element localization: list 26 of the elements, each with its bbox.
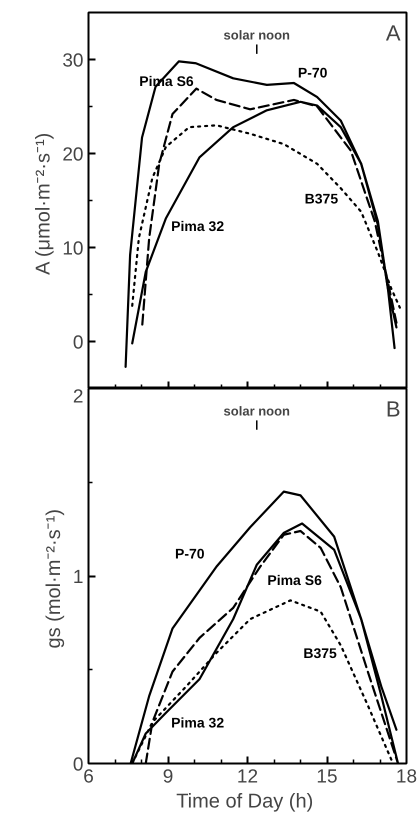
x-tick-label: 6 xyxy=(83,766,94,788)
series-label: B375 xyxy=(304,190,338,207)
ref-line-label: solar noon xyxy=(224,27,290,42)
y-tick-label: 2 xyxy=(72,386,84,408)
x-tick-label: 18 xyxy=(396,766,418,788)
series-label: Pima 32 xyxy=(171,714,224,730)
x-axis-title: Time of Day (h) xyxy=(176,790,314,812)
x-tick-label: 12 xyxy=(236,766,258,788)
annotation: A xyxy=(386,20,401,46)
series-label: P-70 xyxy=(175,546,205,562)
ref-line-label: solar noon xyxy=(224,403,290,418)
series-label: Pima S6 xyxy=(267,572,322,588)
y-axis-title: A (μmol·m⁻²·s⁻¹) xyxy=(32,132,54,275)
series-label: B375 xyxy=(303,644,338,661)
y-tick-label: 30 xyxy=(62,50,84,72)
y-tick-label: 0 xyxy=(72,754,84,776)
y-tick-label: 10 xyxy=(62,238,84,260)
y-tick-label: 20 xyxy=(62,144,84,166)
x-tick-label: 15 xyxy=(316,766,338,788)
x-tick-label: 9 xyxy=(162,766,174,788)
series-label: P-70 xyxy=(298,64,328,81)
y-tick-label: 0 xyxy=(72,332,84,354)
series-label: Pima 32 xyxy=(171,218,224,234)
y-axis-title: gs (mol·m⁻²·s⁻¹) xyxy=(42,509,65,649)
y-tick-label: 1 xyxy=(72,567,84,588)
annotation: B xyxy=(386,396,401,422)
